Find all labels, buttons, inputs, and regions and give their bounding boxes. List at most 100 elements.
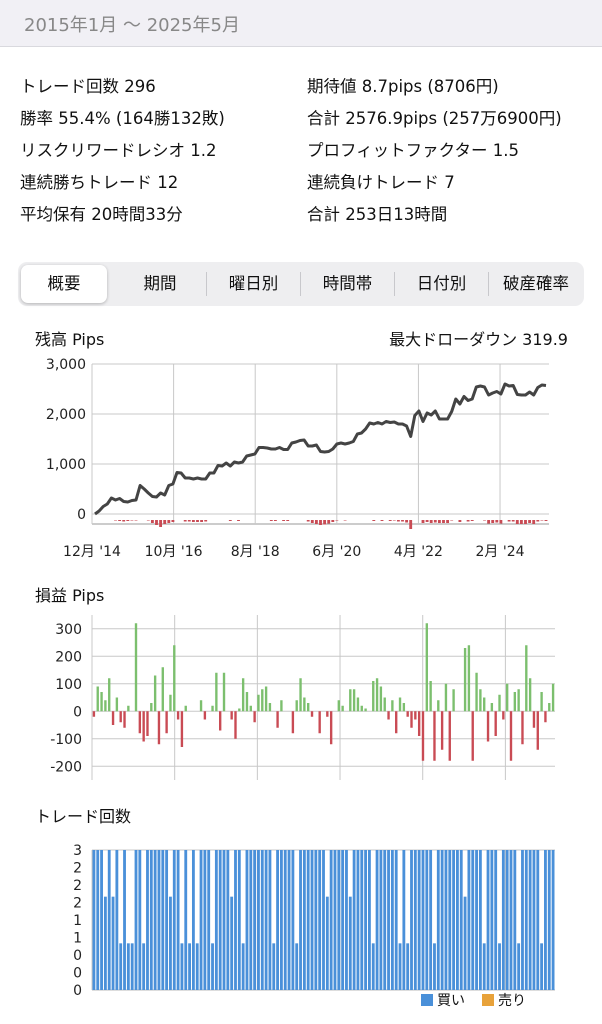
tab-separator [300, 272, 301, 296]
buy-count-bar [444, 850, 448, 990]
x-tick-label: 4月 '22 [394, 544, 443, 560]
drawdown-bar [286, 520, 290, 521]
tab-weekday[interactable]: 曜日別 [228, 274, 279, 293]
profit-bar [548, 703, 551, 712]
profit-bar [490, 703, 494, 712]
profit-bar [261, 689, 264, 712]
buy-count-bar [211, 943, 214, 990]
profit-bar [299, 678, 302, 712]
loss-bar [123, 711, 126, 728]
profit-bar [513, 692, 517, 712]
buy-count-bar [498, 943, 501, 990]
y-tick-label: 0 [73, 948, 82, 964]
buy-count-bar [410, 850, 413, 990]
tab-overview[interactable]: 概要 [21, 265, 107, 303]
tab-time-of-day[interactable]: 時間帯 [322, 274, 373, 293]
drawdown-bar [470, 520, 474, 521]
profit-bar [379, 686, 383, 712]
loss-bar [253, 711, 256, 723]
loss-bar [440, 711, 444, 750]
buy-count-bar [348, 896, 352, 990]
profit-bar [372, 681, 375, 712]
sell-swatch [482, 994, 494, 1006]
buy-count-bar [180, 943, 184, 990]
buy-count-bar [283, 850, 287, 990]
tab-ruin-probability[interactable]: 破産確率 [503, 274, 569, 293]
buy-count-bar [195, 943, 199, 990]
drawdown-bar [314, 520, 318, 524]
buy-count-bar [314, 850, 318, 990]
profit-bar [96, 686, 99, 712]
y-tick-label: 1,000 [46, 457, 86, 473]
profit-bar [360, 705, 363, 712]
x-tick-label: 6月 '20 [312, 544, 361, 560]
loss-bar [218, 711, 222, 731]
profit-bar [108, 678, 111, 712]
buy-count-bar [440, 850, 444, 990]
profit-bar [222, 672, 226, 712]
drawdown-bar [372, 520, 376, 521]
buy-count-bar [337, 850, 341, 990]
buy-count-bar [406, 943, 410, 990]
loss-bar [521, 711, 524, 745]
drawdown-bar [200, 520, 204, 522]
loss-bar [111, 711, 115, 725]
buy-count-bar [203, 850, 207, 990]
buy-count-bar [383, 850, 387, 990]
trade-count-chart-title: トレード回数 [35, 807, 132, 826]
profit-bar [479, 689, 482, 712]
drawdown-bar [163, 520, 167, 524]
pnl-chart-title: 損益 Pips [35, 586, 105, 605]
profit-bar [498, 694, 501, 712]
buy-count-bar [172, 850, 176, 990]
stat-total-pips: 合計 2576.9pips (257万6900円) [307, 109, 562, 128]
profit-bar [303, 697, 306, 712]
drawdown-bar [437, 520, 441, 523]
profit-bar [356, 697, 360, 712]
buy-count-bar [100, 850, 103, 990]
buy-count-bar [467, 850, 471, 990]
buy-count-bar [103, 896, 107, 990]
loss-bar [138, 711, 142, 734]
profit-bar [215, 672, 218, 712]
y-tick-label: 0 [73, 704, 82, 720]
buy-count-bar [306, 850, 310, 990]
profit-bar [337, 700, 340, 712]
buy-count-bar [433, 943, 436, 990]
loss-bar [318, 711, 321, 734]
drawdown-bar [491, 520, 495, 523]
buy-count-bar [276, 850, 279, 990]
x-tick-label: 2月 '24 [476, 544, 525, 560]
buy-count-bar [528, 850, 532, 990]
drawdown-bar [187, 520, 191, 522]
drawdown-bar [421, 520, 425, 523]
drawdown-bar [130, 520, 134, 521]
drawdown-bar [159, 520, 163, 527]
drawdown-bar [146, 520, 150, 521]
buy-count-bar [390, 850, 394, 990]
loss-bar [406, 711, 409, 717]
tab-separator [206, 272, 207, 296]
drawdown-bar [511, 520, 515, 522]
buy-count-bar [253, 850, 257, 990]
buy-count-bar [268, 850, 272, 990]
drawdown-bar [392, 520, 396, 521]
profit-bar [238, 708, 241, 712]
loss-bar [486, 711, 490, 742]
buy-count-bar [119, 943, 123, 990]
stat-avg-hold: 平均保有 20時間33分 [20, 205, 183, 224]
loss-bar [310, 711, 314, 717]
tab-by-date[interactable]: 日付別 [416, 274, 467, 293]
stat-total-time: 合計 253日13時間 [307, 205, 448, 224]
drawdown-bar [425, 520, 429, 522]
drawdown-bar [466, 520, 470, 522]
stat-win-streak: 連続勝ちトレード 12 [20, 173, 179, 192]
profit-bar [429, 681, 432, 712]
buy-count-bar [222, 850, 226, 990]
profit-bar [475, 672, 478, 712]
buy-count-bar [394, 850, 398, 990]
profit-bar [341, 705, 344, 712]
tab-period[interactable]: 期間 [143, 274, 177, 293]
y-tick-label: 0 [73, 983, 82, 999]
buy-count-bar [482, 943, 486, 990]
